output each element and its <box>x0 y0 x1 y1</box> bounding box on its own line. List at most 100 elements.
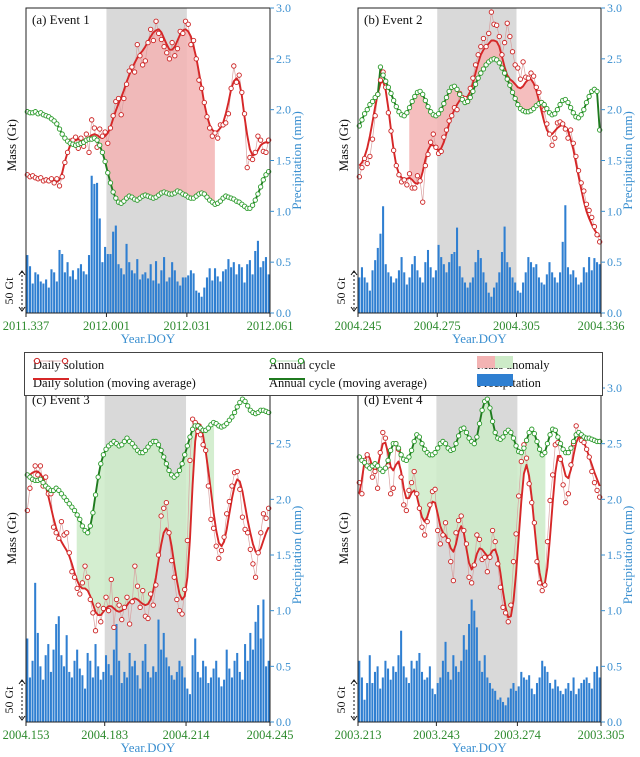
precip-bar <box>47 644 50 722</box>
precip-bar <box>52 649 55 722</box>
daily-solution-point <box>137 604 143 610</box>
annual-cycle-point <box>568 445 574 451</box>
annual-cycle-point <box>92 492 99 498</box>
precip-bar <box>162 632 165 722</box>
legend-precipitation-swatch <box>477 374 513 386</box>
daily-solution-point <box>205 483 211 489</box>
daily-solution-point <box>414 173 421 179</box>
right-axis-tick-label: 0.0 <box>276 306 291 320</box>
precip-bar <box>39 281 42 313</box>
precip-bar <box>475 627 478 722</box>
precip-bar <box>491 688 494 722</box>
daily-solution-point <box>64 530 70 536</box>
x-axis-tick-label: 2004.245 <box>335 319 382 333</box>
x-axis-label: Year.DOY <box>121 331 176 346</box>
precip-bar <box>360 267 363 313</box>
annual-cycle-point <box>79 523 86 529</box>
daily-solution-point <box>401 502 407 508</box>
precip-bar <box>423 679 426 722</box>
daily-solution-point <box>188 41 194 48</box>
daily-solution-point <box>488 9 495 15</box>
annual-cycle-point <box>594 88 600 95</box>
precip-bar <box>55 281 58 313</box>
precip-bar <box>152 666 155 722</box>
daily-solution-point <box>226 498 232 505</box>
daily-solution-point <box>560 482 566 488</box>
precip-bar <box>405 677 408 722</box>
precip-bar <box>494 690 497 722</box>
annual-cycle-point <box>103 446 109 452</box>
precip-bar <box>582 267 585 313</box>
precip-bar <box>267 274 270 313</box>
precip-bar <box>538 677 541 722</box>
daily-solution-point <box>228 85 234 91</box>
precip-bar <box>448 262 451 313</box>
precip-bar <box>517 686 520 722</box>
daily-solution-point <box>184 537 191 544</box>
daily-solution-point <box>382 435 389 441</box>
precip-bar <box>256 240 259 313</box>
daily-solution-point <box>414 491 420 497</box>
annual-cycle-point <box>408 447 415 453</box>
annual-cycle-point <box>504 76 510 82</box>
daily-solution-point <box>449 113 455 119</box>
precip-bar <box>87 255 91 313</box>
x-axis-tick-label: 2003.274 <box>494 728 542 742</box>
daily-solution-point <box>501 39 508 46</box>
precip-bar <box>58 249 61 313</box>
x-axis-tick-label: 2004.336 <box>578 319 625 333</box>
daily-solution-point <box>142 58 148 64</box>
annual-cycle-point <box>441 100 447 107</box>
precip-bar <box>585 272 588 313</box>
precip-bar <box>407 683 410 722</box>
daily-solution-point <box>260 511 267 517</box>
annual-cycle-point <box>395 445 402 451</box>
daily-solution-point <box>406 487 412 494</box>
daily-solution-point <box>99 133 106 139</box>
precip-bar <box>254 621 257 722</box>
precip-bar <box>112 231 115 313</box>
annual-cycle-point <box>205 425 211 431</box>
daily-solution-point <box>215 135 221 141</box>
annual-cycle-point <box>361 111 368 117</box>
daily-solution-point <box>359 164 365 171</box>
annual-cycle-point <box>388 90 394 97</box>
precip-bar <box>457 671 460 722</box>
precip-bar <box>479 258 482 313</box>
x-axis-tick-label: 2012.001 <box>83 319 130 333</box>
annual-cycle-point <box>393 441 399 447</box>
annual-cycle-point <box>77 516 83 523</box>
daily-solution-point <box>115 95 122 102</box>
daily-solution-point <box>203 447 209 453</box>
precip-bar <box>228 668 231 722</box>
annual-cycle-point <box>182 452 188 458</box>
annual-cycle-point <box>554 107 561 113</box>
daily-solution-point <box>223 120 229 126</box>
annual-cycle-point <box>567 104 574 111</box>
daily-solution-point <box>239 514 246 520</box>
daily-solution-point <box>108 576 114 583</box>
right-axis-tick-label: 1.5 <box>607 154 622 168</box>
precip-bar <box>60 655 63 722</box>
precip-bar <box>548 262 551 313</box>
precip-bar <box>437 244 440 313</box>
precip-bar <box>368 290 371 313</box>
precip-bar <box>160 649 163 722</box>
daily-solution-point <box>502 610 509 616</box>
annual-cycle-point <box>570 438 577 445</box>
annual-cycle-point <box>478 70 484 76</box>
right-axis-tick-label: 0.5 <box>607 255 622 269</box>
daily-solution-point <box>59 174 65 180</box>
daily-solution-point <box>150 602 156 608</box>
precip-bar <box>371 683 374 722</box>
annual-cycle-point <box>224 420 230 427</box>
right-axis-tick-label: 0.5 <box>607 659 622 673</box>
daily-solution-point <box>171 574 177 580</box>
precip-bar <box>373 671 377 722</box>
daily-solution-point <box>210 525 217 531</box>
precip-bar <box>141 274 144 313</box>
annual-cycle-point <box>105 170 111 176</box>
daily-solution-point <box>497 584 504 590</box>
daily-solution-point <box>62 159 68 166</box>
daily-solution-point <box>573 423 579 429</box>
